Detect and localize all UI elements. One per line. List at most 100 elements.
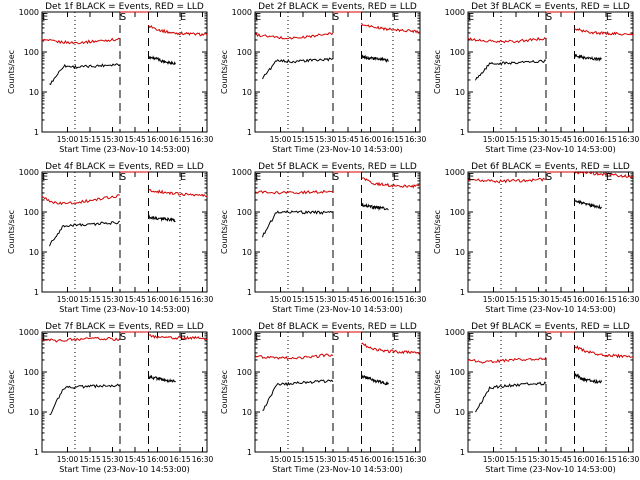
x-tick-label: 15:45 bbox=[124, 135, 146, 144]
x-tick-label: 15:00 bbox=[57, 295, 79, 304]
x-axis-label: Start Time (23-Nov-10 14:53:00) bbox=[485, 465, 615, 474]
plot-frame bbox=[254, 171, 421, 293]
lld-series-line bbox=[148, 334, 208, 341]
plot-frame bbox=[467, 331, 634, 453]
time-marker-label: E bbox=[468, 332, 474, 343]
y-tick-label: 1000 bbox=[19, 168, 39, 177]
y-tick-label: 10 bbox=[242, 408, 252, 417]
y-tick-label: 10 bbox=[242, 88, 252, 97]
chart-title: Det 1f BLACK = Events, RED = LLD bbox=[45, 2, 204, 12]
chart-title: Det 9f BLACK = Events, RED = LLD bbox=[471, 322, 630, 332]
events-series-line bbox=[262, 209, 333, 238]
lld-series-line bbox=[467, 177, 547, 184]
lld-series-line bbox=[361, 177, 421, 189]
y-tick-label: 100 bbox=[24, 208, 39, 217]
lld-series-line bbox=[254, 32, 334, 40]
y-tick-label: 100 bbox=[24, 48, 39, 57]
x-tick-label: 15:15 bbox=[292, 295, 314, 304]
y-tick-label: 10 bbox=[29, 248, 39, 257]
x-tick-label: 15:30 bbox=[315, 295, 337, 304]
time-marker-label: E bbox=[180, 12, 186, 23]
time-marker-label: S bbox=[120, 12, 126, 23]
chart-title: Det 5f BLACK = Events, RED = LLD bbox=[258, 162, 417, 172]
y-tick-label: 1000 bbox=[445, 8, 465, 17]
x-tick-label: 15:30 bbox=[528, 455, 550, 464]
y-axis-label: Counts/sec bbox=[433, 210, 442, 254]
x-axis-label: Start Time (23-Nov-10 14:53:00) bbox=[485, 145, 615, 154]
chart-title: Det 4f BLACK = Events, RED = LLD bbox=[45, 162, 204, 172]
y-tick-label: 1000 bbox=[232, 8, 252, 17]
time-marker-label: E bbox=[393, 172, 399, 183]
x-tick-label: 16:30 bbox=[618, 295, 640, 304]
x-tick-label: 16:30 bbox=[192, 135, 214, 144]
x-tick-label: 16:30 bbox=[405, 455, 427, 464]
lld-series-line bbox=[254, 353, 334, 361]
time-marker-label: S bbox=[120, 332, 126, 343]
chart-title: Det 6f BLACK = Events, RED = LLD bbox=[471, 162, 630, 172]
x-tick-label: 16:00 bbox=[573, 455, 595, 464]
plot-frame bbox=[254, 331, 421, 453]
y-tick-label: 10 bbox=[29, 88, 39, 97]
y-tick-label: 10 bbox=[242, 248, 252, 257]
x-tick-label: 16:00 bbox=[360, 295, 382, 304]
y-axis-label: Counts/sec bbox=[433, 370, 442, 414]
y-tick-label: 100 bbox=[24, 368, 39, 377]
y-tick-label: 10 bbox=[455, 408, 465, 417]
x-tick-label: 15:15 bbox=[79, 455, 101, 464]
events-series-line bbox=[574, 373, 602, 384]
y-axis-label: Counts/sec bbox=[220, 210, 229, 254]
x-tick-label: 16:30 bbox=[618, 455, 640, 464]
events-series-line bbox=[574, 198, 602, 210]
chart-panel: Det 3f BLACK = Events, RED = LLD 1 10 100 10… bbox=[433, 2, 640, 154]
y-tick-label: 1 bbox=[460, 128, 465, 137]
x-tick-label: 16:30 bbox=[618, 135, 640, 144]
chart-panel: Det 5f BLACK = Events, RED = LLD 1 10 100 10… bbox=[220, 162, 427, 314]
chart-title: Det 8f BLACK = Events, RED = LLD bbox=[258, 322, 417, 332]
plot-frame bbox=[467, 11, 634, 133]
x-tick-label: 15:15 bbox=[505, 135, 527, 144]
x-tick-label: 15:45 bbox=[550, 455, 572, 464]
lld-series-line bbox=[148, 189, 208, 198]
y-axis-label: Counts/sec bbox=[7, 210, 16, 254]
y-tick-label: 1 bbox=[247, 288, 252, 297]
lld-series-line bbox=[41, 336, 121, 343]
x-axis-label: Start Time (23-Nov-10 14:53:00) bbox=[59, 145, 189, 154]
x-tick-label: 16:00 bbox=[573, 295, 595, 304]
time-marker-label: E bbox=[180, 332, 186, 343]
y-tick-label: 1 bbox=[34, 288, 39, 297]
x-tick-label: 15:15 bbox=[292, 455, 314, 464]
events-series-line bbox=[262, 57, 334, 80]
events-series-line bbox=[148, 374, 176, 384]
x-tick-label: 16:15 bbox=[595, 295, 617, 304]
y-tick-label: 100 bbox=[237, 208, 252, 217]
x-tick-label: 15:45 bbox=[124, 295, 146, 304]
time-marker-label: S bbox=[546, 172, 552, 183]
y-axis-label: Counts/sec bbox=[220, 370, 229, 414]
y-axis-label: Counts/sec bbox=[7, 50, 16, 94]
y-tick-label: 100 bbox=[237, 368, 252, 377]
time-marker-label: S bbox=[546, 332, 552, 343]
time-marker-label: E bbox=[255, 332, 261, 343]
time-marker-label: E bbox=[393, 332, 399, 343]
x-tick-label: 16:00 bbox=[573, 135, 595, 144]
events-series-line bbox=[148, 214, 176, 223]
x-tick-label: 15:30 bbox=[315, 455, 337, 464]
events-series-line bbox=[361, 202, 389, 211]
x-tick-label: 15:15 bbox=[505, 455, 527, 464]
y-tick-label: 1000 bbox=[19, 8, 39, 17]
lld-series-line bbox=[361, 342, 421, 355]
chart-panel: Det 1f BLACK = Events, RED = LLD 1 10 100 10… bbox=[7, 2, 214, 154]
x-tick-label: 15:00 bbox=[483, 295, 505, 304]
x-tick-label: 16:00 bbox=[147, 135, 169, 144]
events-series-line bbox=[361, 374, 389, 386]
plot-frame bbox=[41, 171, 208, 293]
time-marker-label: S bbox=[546, 12, 552, 23]
lld-series-line bbox=[41, 194, 121, 206]
y-tick-label: 1 bbox=[34, 448, 39, 457]
chart-panel: Det 8f BLACK = Events, RED = LLD 1 10 100 10… bbox=[220, 322, 427, 474]
lld-series-line bbox=[148, 24, 208, 37]
x-tick-label: 16:15 bbox=[382, 295, 404, 304]
lld-series-line bbox=[361, 22, 421, 34]
time-marker-label: S bbox=[333, 332, 339, 343]
y-tick-label: 100 bbox=[450, 48, 465, 57]
